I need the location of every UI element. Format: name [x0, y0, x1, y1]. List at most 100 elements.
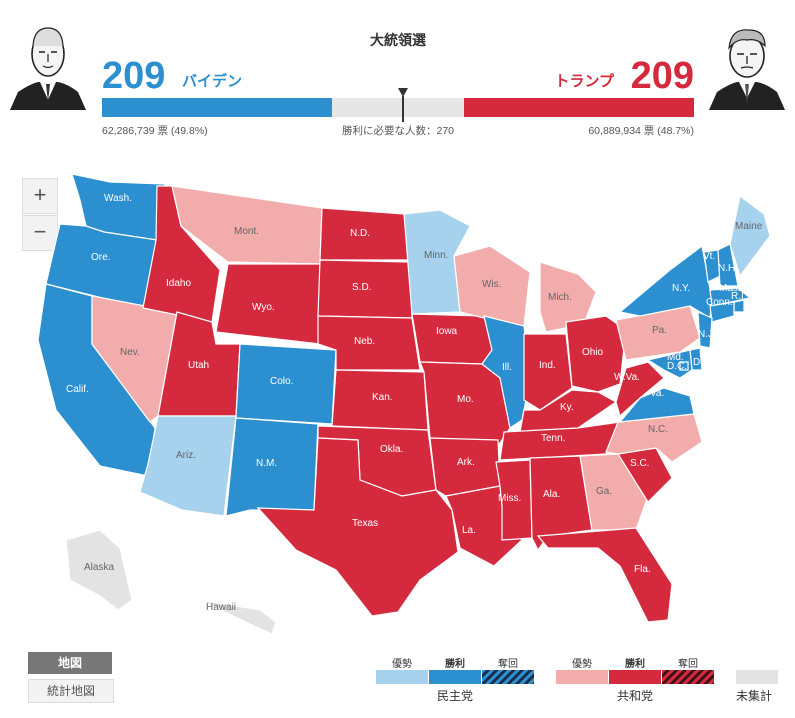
state-label-sc: S.C.: [630, 458, 649, 469]
state-label-kan: Kan.: [372, 392, 393, 403]
state-maine[interactable]: [729, 194, 771, 278]
state-ind[interactable]: [523, 333, 573, 411]
dem-legend-win-label: 勝利: [445, 659, 465, 670]
dem-legend-flip-label: 奪回: [498, 659, 518, 670]
dem-win-swatch: [429, 670, 481, 684]
state-label-fla: Fla.: [634, 564, 651, 575]
state-mass[interactable]: [709, 287, 752, 307]
map-view-button[interactable]: 地図: [28, 652, 112, 674]
biden-portrait: [10, 27, 86, 110]
state-label-ri: R.I.: [731, 291, 747, 302]
state-label-iowa: Iowa: [436, 326, 458, 337]
rep-candidate-name: トランプ: [554, 72, 614, 90]
undecided-bar-segment: [331, 98, 465, 117]
state-dc[interactable]: [679, 361, 689, 371]
state-label-ariz: Ariz.: [176, 450, 196, 461]
state-wva[interactable]: [615, 361, 665, 418]
trump-portrait: [709, 29, 785, 110]
state-label-vt: Vt.: [703, 251, 715, 262]
state-iowa[interactable]: [411, 313, 493, 365]
state-label-nev: Nev.: [120, 347, 140, 358]
results-header: 大統領選 209 バイデン トランプ 209 62,286,739 票 (49.…: [102, 30, 694, 137]
state-label-ga: Ga.: [596, 486, 612, 497]
majority-marker-icon: [398, 88, 408, 97]
dem-popular-vote: 62,286,739 票 (49.8%): [102, 125, 208, 137]
state-alaska[interactable]: [65, 529, 133, 611]
state-label-nh: N.H.: [718, 263, 738, 274]
electoral-vote-bar: [102, 88, 694, 122]
dem-legend-title: 民主党: [436, 689, 473, 703]
state-label-wis: Wis.: [482, 279, 501, 290]
state-label-tenn: Tenn.: [541, 433, 565, 444]
state-nh[interactable]: [717, 243, 739, 287]
state-label-mich: Mich.: [548, 292, 572, 303]
state-label-ny: N.Y.: [672, 283, 690, 294]
state-label-wyo: Wyo.: [252, 302, 275, 313]
uncounted-legend-label: 未集計: [736, 689, 773, 703]
rep-legend-title: 共和党: [616, 689, 653, 703]
state-label-pa: Pa.: [652, 325, 667, 336]
rep-popular-vote: 60,889,934 票 (48.7%): [588, 125, 694, 137]
state-label-neb: Neb.: [354, 336, 375, 347]
rep-bar-segment: [464, 98, 694, 117]
state-ariz[interactable]: [139, 415, 237, 517]
state-label-miss: Miss.: [498, 493, 521, 504]
dem-bar-segment: [102, 98, 332, 117]
state-label-dc: D.C.: [667, 361, 687, 372]
state-label-wva: W.Va.: [614, 372, 640, 383]
zoom-in-button[interactable]: +: [22, 178, 58, 214]
dem-candidate-name: バイデン: [182, 72, 243, 90]
state-label-va: Va.: [650, 388, 664, 399]
majority-marker-line: [402, 96, 404, 122]
rep-legend-lead-label: 優勢: [572, 659, 592, 670]
state-label-maine: Maine: [735, 221, 763, 232]
state-label-ohio: Ohio: [582, 347, 604, 358]
rep-electoral-votes: 209: [630, 55, 694, 97]
rep-flip-swatch: [662, 670, 714, 684]
us-election-map: Wash. Ore. Calif. Nev. Idaho Mont. Wyo. …: [37, 173, 771, 635]
state-nj[interactable]: [697, 311, 713, 349]
state-label-utah: Utah: [188, 360, 209, 371]
state-label-mass: Mass.: [719, 283, 746, 294]
state-label-ore: Ore.: [91, 252, 110, 263]
state-label-mo: Mo.: [457, 394, 474, 405]
stat-map-view-button[interactable]: 統計地図: [28, 679, 114, 703]
page-title: 大統領選: [370, 33, 426, 49]
state-label-wash: Wash.: [104, 193, 132, 204]
dem-flip-swatch: [482, 670, 534, 684]
state-md[interactable]: [646, 349, 693, 379]
rep-legend-flip-label: 奪回: [678, 659, 698, 670]
state-label-la: La.: [462, 525, 476, 536]
dem-lead-swatch: [376, 670, 428, 684]
votes-needed-label: 勝利に必要な人数：270: [341, 125, 455, 137]
rep-lead-swatch: [556, 670, 608, 684]
state-label-ind: Ind.: [539, 360, 556, 371]
state-label-conn: Conn.: [706, 297, 733, 308]
dem-electoral-votes: 209: [102, 55, 166, 97]
uncounted-swatch: [736, 670, 778, 684]
state-label-nm: N.M.: [256, 458, 277, 469]
state-label-alaska: Alaska: [84, 562, 114, 573]
state-fla[interactable]: [536, 527, 673, 623]
state-label-hawaii: Hawaii: [206, 602, 236, 613]
state-ohio[interactable]: [565, 315, 627, 393]
state-va[interactable]: [618, 387, 695, 423]
state-label-mont: Mont.: [234, 226, 259, 237]
state-label-ill: Ill.: [502, 362, 512, 373]
state-hawaii[interactable]: [199, 599, 277, 635]
state-label-calif: Calif.: [66, 384, 89, 395]
dem-legend-lead-label: 優勢: [392, 659, 412, 670]
zoom-out-button[interactable]: −: [22, 215, 58, 251]
state-ny[interactable]: [618, 244, 713, 319]
state-label-nj: N.J.: [698, 329, 716, 340]
state-label-md: Md.: [667, 352, 684, 363]
state-conn[interactable]: [709, 301, 735, 323]
state-label-del: Del.: [693, 357, 711, 368]
state-label-nc: N.C.: [648, 424, 668, 435]
rep-legend-win-label: 勝利: [625, 659, 645, 670]
state-label-sd: S.D.: [352, 282, 371, 293]
state-label-ky: Ky.: [560, 402, 574, 413]
state-label-nd: N.D.: [350, 228, 370, 239]
state-label-okla: Okla.: [380, 444, 403, 455]
state-label-ark: Ark.: [457, 457, 475, 468]
